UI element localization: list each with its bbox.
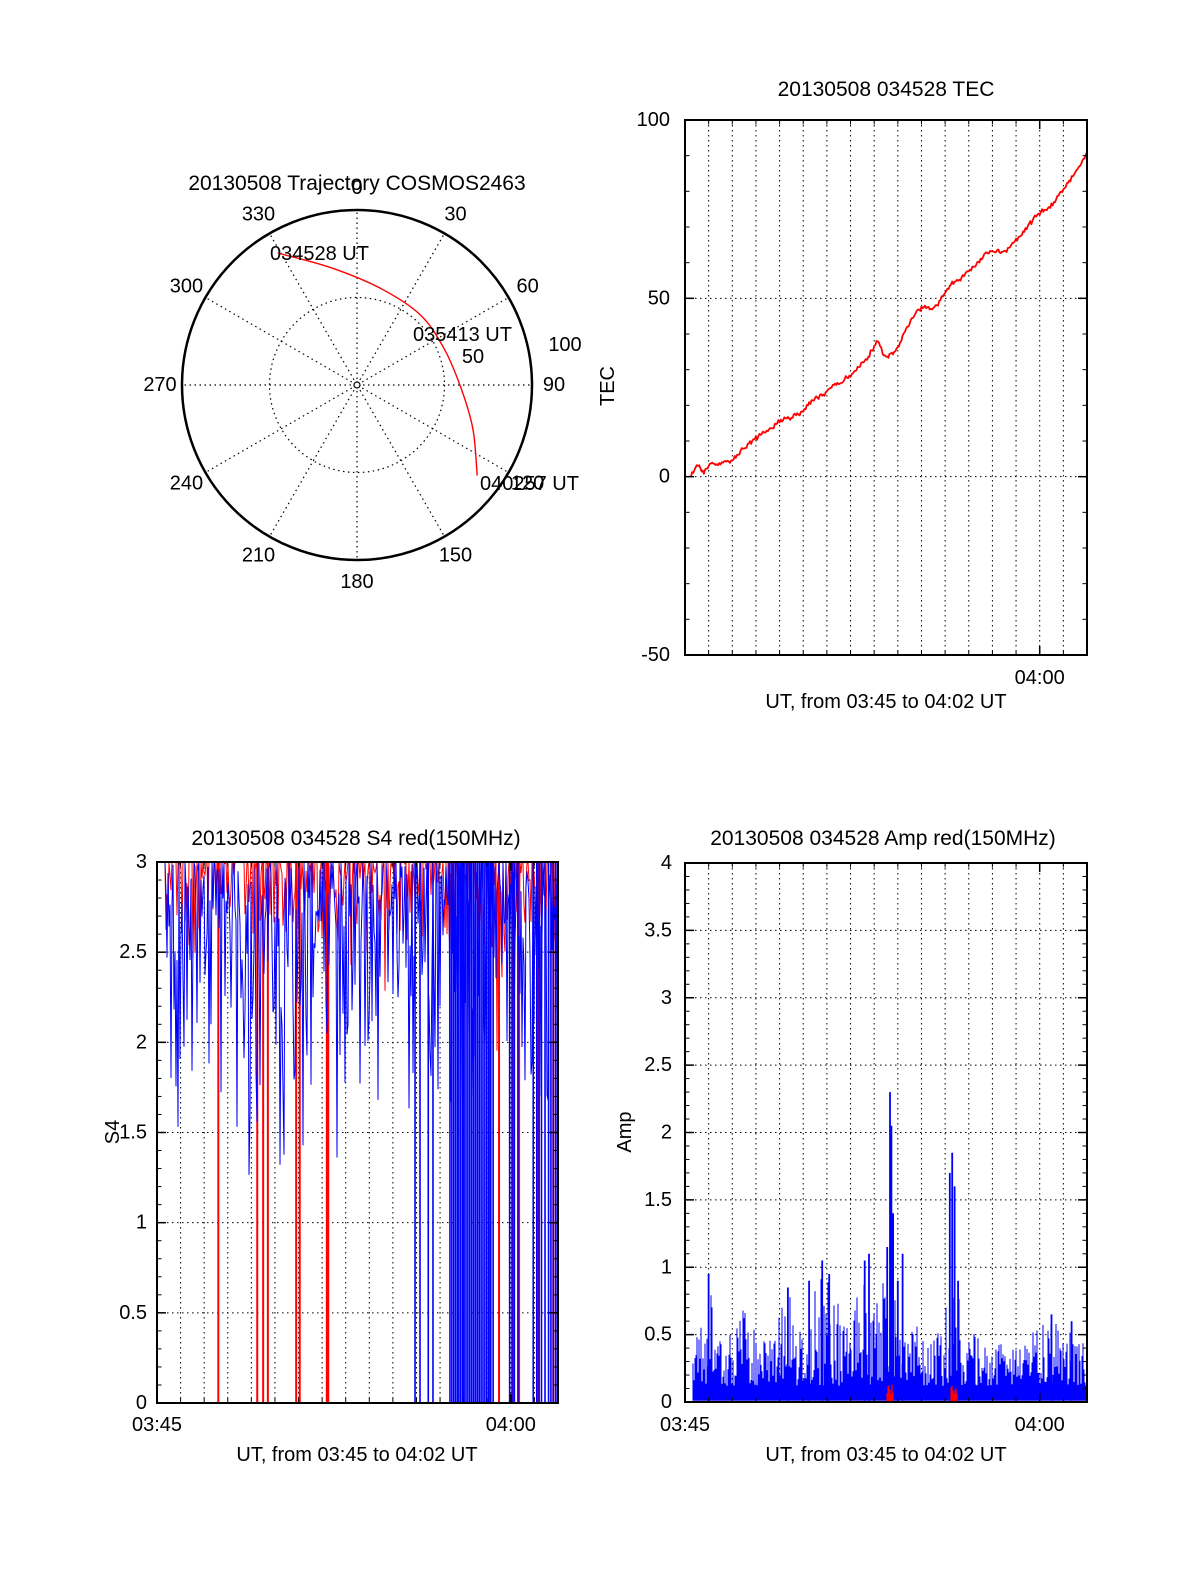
tec-ytick-50: 50 — [648, 287, 670, 309]
s4-chart: 20130508 034528 S4 red(150MHz) S4 UT, fr… — [102, 827, 559, 1466]
tec-chart: 20130508 034528 TEC TEC UT, from 03:45 t… — [597, 78, 1088, 713]
az-tick-90: 90 — [543, 374, 565, 396]
amp-ytick-1: 1 — [661, 1256, 672, 1278]
polar-spoke — [361, 296, 509, 383]
polar-ring-50 — [268, 296, 446, 474]
s4-ytick-2: 2 — [136, 1031, 147, 1053]
s4-axes-and-series — [156, 860, 559, 1404]
amp-title: 20130508 034528 Amp red(150MHz) — [710, 827, 1056, 850]
s4-xtick-0345: 03:45 — [132, 1414, 182, 1436]
az-tick-330: 330 — [242, 203, 275, 225]
trajectory-path — [277, 252, 478, 476]
az-tick-60: 60 — [516, 276, 538, 298]
s4-xtick-0400: 04:00 — [486, 1414, 536, 1436]
tec-xlabel: UT, from 03:45 to 04:02 UT — [765, 691, 1006, 713]
amp-xtick-0345: 03:45 — [660, 1414, 710, 1436]
amp-blue-noise — [692, 1279, 1088, 1401]
amp-xlabel: UT, from 03:45 to 04:02 UT — [765, 1444, 1006, 1466]
s4-ytick-2p5: 2.5 — [119, 941, 147, 963]
polar-axes-and-trajectory — [180, 208, 534, 562]
amp-ytick-0p5: 0.5 — [644, 1324, 672, 1346]
amp-ylabel: Amp — [614, 1111, 636, 1152]
polar-ring-100 — [180, 208, 534, 562]
tec-ylabel: TEC — [597, 366, 619, 406]
amp-ytick-1p5: 1.5 — [644, 1189, 672, 1211]
amp-ytick-3: 3 — [661, 987, 672, 1009]
s4-ytick-0: 0 — [136, 1392, 147, 1414]
amp-chart: 20130508 034528 Amp red(150MHz) Amp UT, … — [614, 827, 1088, 1466]
s4-title: 20130508 034528 S4 red(150MHz) — [191, 827, 520, 850]
az-tick-180: 180 — [340, 571, 373, 593]
az-tick-150: 150 — [439, 545, 472, 567]
s4-ytick-0p5: 0.5 — [119, 1302, 147, 1324]
az-tick-270: 270 — [143, 374, 176, 396]
s4-ytick-1: 1 — [136, 1212, 147, 1234]
amp-ytick-2: 2 — [661, 1122, 672, 1144]
s4-ytick-1p5: 1.5 — [119, 1122, 147, 1144]
az-tick-240: 240 — [170, 473, 203, 495]
tec-axes-and-series — [684, 119, 1088, 656]
polar-title: 20130508 Trajectory COSMOS2463 — [188, 172, 525, 195]
tec-ytick-0: 0 — [659, 466, 670, 488]
az-tick-30: 30 — [444, 203, 466, 225]
tec-series-path — [690, 151, 1088, 477]
tec-ytick-100: 100 — [637, 109, 670, 131]
axes-box — [684, 119, 1088, 656]
amp-red-noise — [886, 1384, 958, 1402]
polar-spoke — [359, 233, 446, 381]
radial-tick-50: 50 — [462, 346, 484, 368]
tec-xtick-0400: 04:00 — [1015, 667, 1065, 689]
amp-ytick-3p5: 3.5 — [644, 919, 672, 941]
amp-xtick-0400: 04:00 — [1015, 1414, 1065, 1436]
s4-ylabel: S4 — [102, 1120, 124, 1144]
az-tick-300: 300 — [170, 276, 203, 298]
polar-trajectory-plot: 20130508 Trajectory COSMOS2463 0 30 60 9… — [143, 172, 581, 593]
az-tick-120: 120 — [511, 473, 544, 495]
tec-title: 20130508 034528 TEC — [778, 78, 995, 101]
az-tick-210: 210 — [242, 545, 275, 567]
s4-ytick-3: 3 — [136, 851, 147, 873]
amp-ytick-4: 4 — [661, 852, 672, 874]
polar-spoke — [205, 387, 353, 474]
polar-spoke — [268, 233, 355, 381]
radial-tick-100: 100 — [548, 334, 581, 356]
polar-spoke — [361, 387, 509, 474]
az-tick-0: 0 — [351, 177, 362, 199]
amp-ytick-0: 0 — [661, 1391, 672, 1413]
s4-xlabel: UT, from 03:45 to 04:02 UT — [236, 1444, 477, 1466]
polar-spoke — [359, 389, 446, 537]
amp-ytick-2p5: 2.5 — [644, 1054, 672, 1076]
trajectory-time-end: 040257 UT — [480, 473, 579, 495]
amp-axes-and-series — [684, 862, 1088, 1403]
polar-spoke — [268, 389, 355, 537]
polar-spoke — [205, 296, 353, 383]
tec-ytick-n50: -50 — [641, 644, 670, 666]
amp-blue-spikes — [707, 1092, 1073, 1401]
trajectory-time-start: 034528 UT — [270, 243, 369, 265]
polar-center-marker — [353, 381, 361, 389]
trajectory-time-mid: 035413 UT — [413, 324, 512, 346]
